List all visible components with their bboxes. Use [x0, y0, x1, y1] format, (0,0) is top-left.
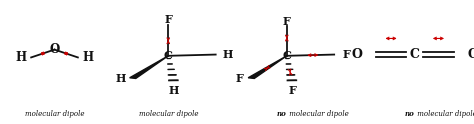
- Text: O: O: [467, 48, 474, 61]
- Text: C: C: [283, 50, 291, 61]
- Text: H: H: [15, 51, 26, 64]
- Text: H: H: [169, 85, 179, 96]
- Text: molecular dipole: molecular dipole: [25, 110, 84, 118]
- Text: F: F: [164, 14, 172, 25]
- Text: F: F: [342, 49, 350, 60]
- Text: H: H: [116, 73, 126, 84]
- Text: O: O: [352, 48, 362, 61]
- Text: C: C: [164, 50, 173, 61]
- Text: F: F: [236, 73, 243, 84]
- Text: molecular dipole: molecular dipole: [138, 110, 198, 118]
- Text: F: F: [289, 85, 296, 96]
- Text: F: F: [283, 16, 291, 27]
- Polygon shape: [248, 56, 287, 78]
- Text: O: O: [49, 43, 60, 56]
- Text: molecular dipole: molecular dipole: [287, 110, 348, 118]
- Text: H: H: [222, 49, 233, 60]
- Text: no: no: [405, 110, 415, 118]
- Text: molecular dipole: molecular dipole: [415, 110, 474, 118]
- Text: H: H: [83, 51, 94, 64]
- Text: C: C: [410, 48, 420, 61]
- Text: no: no: [277, 110, 287, 118]
- Polygon shape: [130, 56, 168, 78]
